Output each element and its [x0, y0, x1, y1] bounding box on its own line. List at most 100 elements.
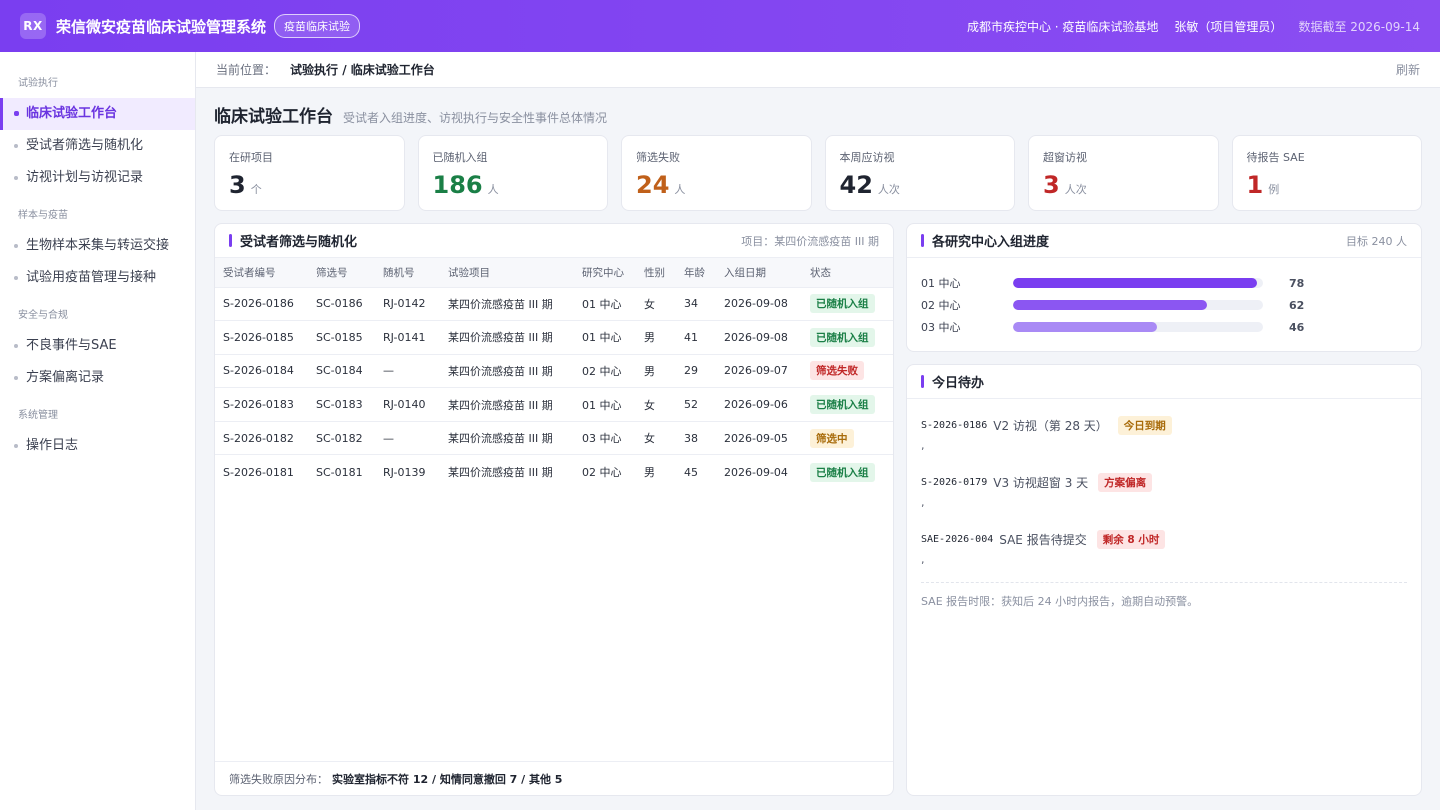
todo-id: S-2026-0179	[921, 476, 988, 488]
stat-card: 筛选失败 24 人	[621, 135, 812, 211]
sidebar-item-screening[interactable]: 受试者筛选与随机化	[0, 130, 195, 162]
progress-label: 03 中心	[921, 321, 961, 334]
stat-unit: 人	[487, 183, 499, 196]
table-body: S-2026-0186 SC-0186 RJ-0142 某四价流感疫苗 III 期 01…	[215, 287, 893, 489]
stat-unit: 人	[674, 183, 686, 196]
app-tag: 疫苗临床试验	[274, 14, 361, 38]
todo-list: S-2026-0186 V2 访视（第 28 天） 今日到期, S-2026-0179…	[907, 399, 1421, 582]
title-bar-accent	[921, 375, 924, 388]
user-name[interactable]: 张敏（项目管理员）	[1174, 19, 1283, 34]
progress-list: 01 中心 78 02 中心 62 03 中心 46	[907, 258, 1421, 338]
column-header[interactable]: 性别	[644, 266, 665, 279]
sidebar-item-workbench[interactable]: 临床试验工作台	[0, 98, 195, 130]
table-row[interactable]: S-2026-0184 SC-0184 — 某四价流感疫苗 III 期 02 中心 男 29…	[215, 354, 893, 388]
progress-value: 62	[1289, 298, 1305, 312]
progress-panel: 各研究中心入组进度 目标 240 人 01 中心 78 02 中心 62 03 中心 46	[906, 223, 1422, 352]
sidebar-item-samples[interactable]: 生物样本采集与转运交接	[0, 230, 195, 262]
progress-row: 01 中心 78	[921, 272, 1407, 294]
table-cell: S-2026-0185	[223, 330, 294, 344]
table-row[interactable]: S-2026-0186 SC-0186 RJ-0142 某四价流感疫苗 III 期 01…	[215, 287, 893, 321]
panel-title: 各研究中心入组进度	[932, 235, 1050, 250]
table-cell: 01 中心	[582, 398, 622, 412]
table-cell: 2026-09-08	[724, 330, 788, 344]
stat-unit: 人次	[1064, 183, 1087, 196]
sae-deadline-note: SAE 报告时限：获知后 24 小时内报告，逾期自动预警。	[921, 582, 1407, 609]
sidebar-item-logs[interactable]: 操作日志	[0, 430, 195, 462]
table-row[interactable]: S-2026-0181 SC-0181 RJ-0139 某四价流感疫苗 III 期 02…	[215, 454, 893, 489]
progress-label: 02 中心	[921, 299, 961, 312]
breadcrumb: 当前位置： 试验执行 / 临床试验工作台 刷新	[196, 52, 1440, 88]
table-cell: 2026-09-06	[724, 398, 788, 412]
table-cell: 2026-09-05	[724, 431, 788, 445]
progress-track	[1013, 300, 1263, 310]
column-header[interactable]: 入组日期	[724, 266, 766, 279]
todo-item[interactable]: S-2026-0186 V2 访视（第 28 天） 今日到期	[921, 411, 1407, 439]
nav-group-title: 系统管理	[18, 410, 58, 421]
table-cell: 某四价流感疫苗 III 期	[448, 364, 553, 378]
todo-separator: ,	[921, 553, 925, 566]
app-title: 荣信微安疫苗临床试验管理系统	[56, 17, 267, 36]
column-header[interactable]: 受试者编号	[223, 266, 276, 279]
table-cell: 某四价流感疫苗 III 期	[448, 432, 553, 446]
title-bar-accent	[921, 234, 924, 247]
stat-value: 42	[839, 171, 873, 199]
progress-track	[1013, 278, 1263, 288]
sidebar-item-adverse-events[interactable]: 不良事件与SAE	[0, 330, 195, 362]
stat-label: 本周应访视	[839, 151, 895, 164]
table-row[interactable]: S-2026-0185 SC-0185 RJ-0141 某四价流感疫苗 III 期 01…	[215, 320, 893, 355]
table-cell: SC-0186	[316, 297, 363, 311]
column-header[interactable]: 状态	[810, 266, 831, 279]
todo-id: SAE-2026-004	[921, 533, 994, 545]
refresh-button[interactable]: 刷新	[1395, 63, 1420, 77]
sidebar-item-vaccine[interactable]: 试验用疫苗管理与接种	[0, 262, 195, 294]
table-footer: 筛选失败原因分布： 实验室指标不符 12 / 知情同意撤回 7 / 其他 5	[215, 761, 893, 795]
todo-separator: ,	[921, 496, 925, 509]
stat-value: 186	[432, 171, 483, 199]
column-header[interactable]: 研究中心	[582, 266, 624, 279]
table-cell: SC-0185	[316, 330, 363, 344]
todo-badge: 今日到期	[1117, 415, 1172, 435]
table-cell: —	[383, 364, 394, 378]
status-cell: 已随机入组	[802, 455, 893, 489]
sidebar-item-visits[interactable]: 访视计划与访视记录	[0, 162, 195, 194]
column-header[interactable]: 随机号	[383, 266, 415, 279]
todo-item[interactable]: S-2026-0179 V3 访视超窗 3 天方案偏离	[921, 468, 1407, 496]
status-cell: 已随机入组	[802, 287, 893, 321]
table-cell: 男	[644, 331, 655, 345]
progress-row: 03 中心 46	[921, 316, 1407, 338]
table-cell: S-2026-0182	[223, 431, 294, 445]
table-cell: SC-0184	[316, 364, 363, 378]
progress-row: 02 中心 62	[921, 294, 1407, 316]
column-header[interactable]: 筛选号	[316, 266, 348, 279]
table-cell: RJ-0140	[383, 398, 426, 412]
progress-fill	[1013, 300, 1207, 310]
todo-item[interactable]: SAE-2026-004 SAE 报告待提交 剩余 8 小时	[921, 525, 1407, 553]
app-logo: RX	[20, 13, 46, 39]
column-header[interactable]: 试验项目	[448, 266, 490, 279]
progress-track	[1013, 322, 1263, 332]
stat-unit: 例	[1268, 183, 1280, 196]
top-header: RX 荣信微安疫苗临床试验管理系统 疫苗临床试验 成都市疾控中心 · 疫苗临床试…	[0, 0, 1440, 52]
table-cell: 03 中心	[582, 432, 622, 446]
table-cell: SC-0182	[316, 431, 363, 445]
todo-id: S-2026-0186	[921, 419, 988, 431]
table-row[interactable]: S-2026-0182 SC-0182 — 某四价流感疫苗 III 期 03 中心 女 38…	[215, 421, 893, 455]
status-cell: 已随机入组	[802, 321, 893, 355]
table-cell: S-2026-0186	[223, 297, 294, 311]
progress-value: 46	[1289, 320, 1305, 334]
column-header[interactable]: 年龄	[684, 266, 705, 279]
table-cell: 男	[644, 364, 655, 378]
stat-label: 在研项目	[229, 151, 273, 164]
todo-desc: V3 访视超窗 3 天	[993, 475, 1089, 490]
panel-head: 今日待办	[907, 365, 1421, 399]
table-cell: RJ-0141	[383, 330, 426, 344]
table-cell: 2026-09-08	[724, 297, 788, 311]
page-subtitle: 受试者入组进度、访视执行与安全性事件总体情况	[343, 111, 608, 125]
sidebar-item-deviations[interactable]: 方案偏离记录	[0, 362, 195, 394]
stat-card: 超窗访视 3 人次	[1028, 135, 1219, 211]
progress-fill	[1013, 278, 1257, 288]
status-badge: 已随机入组	[810, 395, 875, 415]
table-row[interactable]: S-2026-0183 SC-0183 RJ-0140 某四价流感疫苗 III 期 01…	[215, 387, 893, 422]
